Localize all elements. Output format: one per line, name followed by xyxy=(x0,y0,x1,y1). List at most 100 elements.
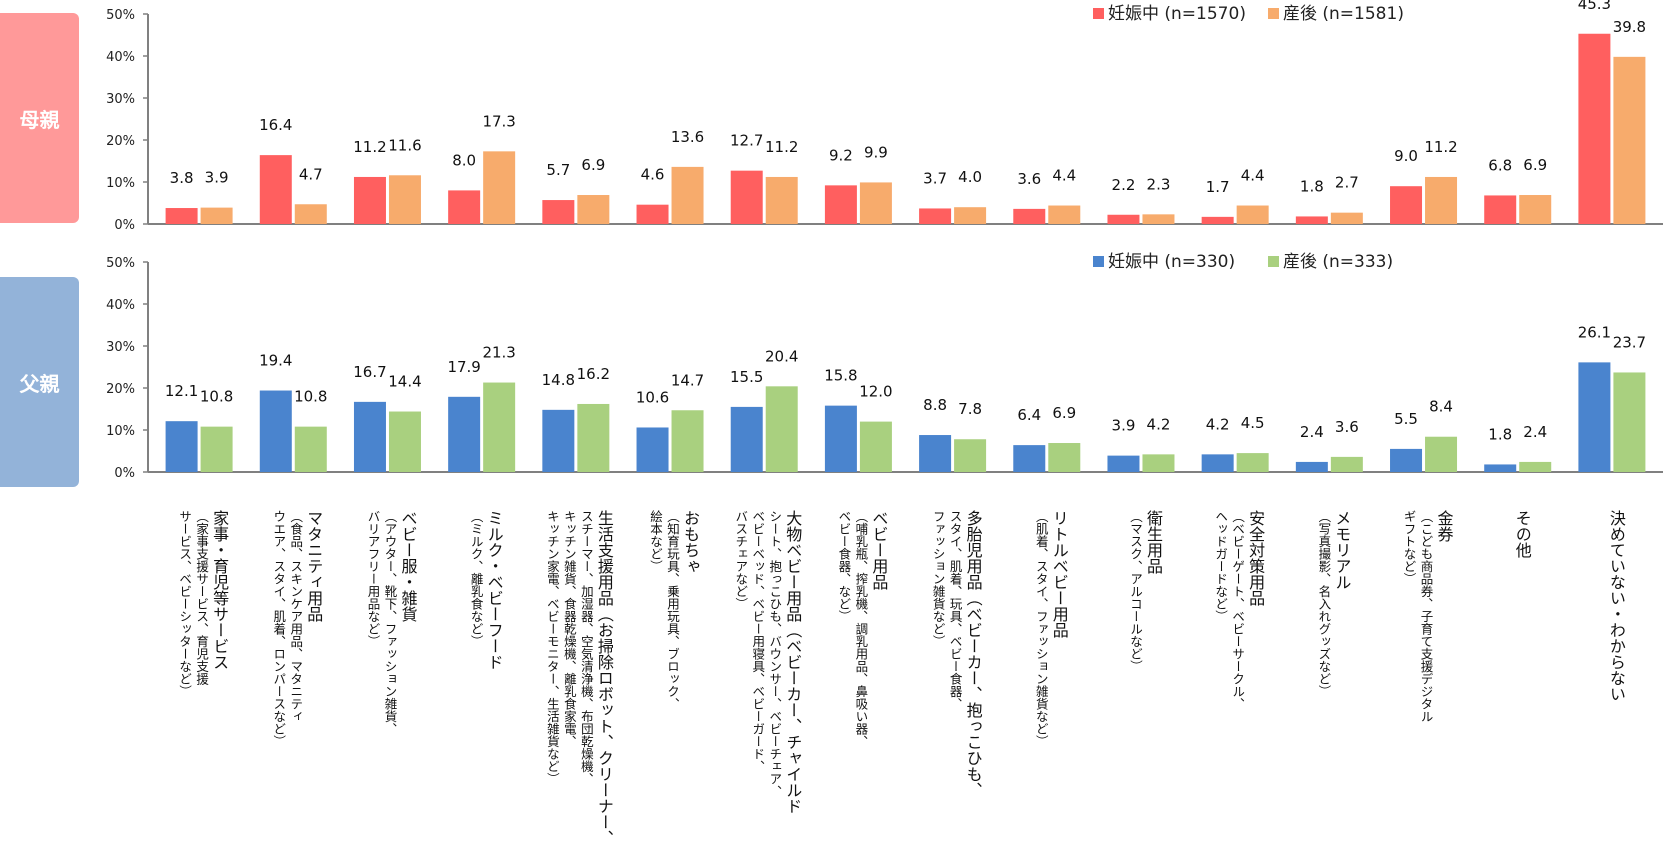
bar-group: 5.5 8.4 xyxy=(1390,398,1458,472)
data-label: 2.7 xyxy=(1335,174,1359,192)
bar xyxy=(259,155,292,224)
data-label: 3.7 xyxy=(923,169,947,187)
data-label: 16.4 xyxy=(259,116,292,134)
data-label: 4.2 xyxy=(1206,415,1230,433)
bar-group: 8.8 7.8 xyxy=(919,396,987,472)
category-label: リトルベビー用品 （肌着、スタイ、ファッション雑貨など） xyxy=(1033,510,1069,748)
data-label: 16.2 xyxy=(577,365,610,383)
bar-group: 3.8 3.9 xyxy=(165,169,233,224)
data-label: 3.6 xyxy=(1017,170,1041,188)
y-tick-label: 30% xyxy=(106,92,135,107)
category-label-main: ベビー用品 xyxy=(869,510,889,590)
bar-group: 2.2 2.3 xyxy=(1107,175,1175,224)
category-label-detail: ファッション雑貨など） xyxy=(930,510,946,648)
data-label: 12.7 xyxy=(730,132,763,150)
data-label: 4.2 xyxy=(1147,415,1171,433)
data-label: 5.7 xyxy=(546,161,570,179)
category-label: メモリアル （写真撮影、名入れグッズなど） xyxy=(1315,510,1351,698)
category-label-detail: （こども商品券、子育て支援デジタル xyxy=(1418,510,1434,723)
legend-swatch xyxy=(1268,8,1279,19)
bar xyxy=(1578,33,1611,224)
bar-group: 17.921.3 xyxy=(447,344,516,472)
category-label-detail: （知育玩具、乗用玩具、ブロック、 xyxy=(665,510,681,710)
bar xyxy=(1048,205,1081,224)
category-label-main: 安全対策用品 xyxy=(1246,510,1266,606)
bar xyxy=(1236,205,1269,224)
bar xyxy=(859,421,892,472)
data-label: 4.4 xyxy=(1241,167,1265,185)
bar xyxy=(1295,216,1328,224)
bar xyxy=(1107,455,1140,472)
bar xyxy=(636,204,669,224)
category-label: 家事・育児等サービス （家事支援サービス、育児支援 サービス、ベビーシッターなど） xyxy=(177,510,229,698)
legend-swatch xyxy=(1268,256,1279,267)
bar xyxy=(954,207,987,224)
y-tick-label: 10% xyxy=(106,424,135,439)
bar xyxy=(671,166,704,224)
category-label-detail: （家事支援サービス、育児支援 xyxy=(194,510,210,685)
bar-group: 6.8 6.9 xyxy=(1484,156,1552,224)
category-label: おもちゃ （知育玩具、乗用玩具、ブロック、 絵本など） xyxy=(648,510,700,710)
bar xyxy=(859,182,892,224)
category-label-main: ベビー服・雑貨 xyxy=(398,510,418,622)
category-label: 多胎児用品（ベビーカー、抱っこひも、 スタイ、肌着、玩具、ベビー食器、 ファッション… xyxy=(931,510,983,798)
bar-group: 16.4 4.7 xyxy=(259,116,327,224)
data-label: 10.8 xyxy=(200,388,233,406)
category-label-detail: （写真撮影、名入れグッズなど） xyxy=(1316,510,1332,698)
category-label: ベビー服・雑貨 （アウター、靴下、ファッション雑貨、 バリアフリー用品など） xyxy=(365,510,417,735)
bar xyxy=(1201,454,1234,472)
category-label-main: 金券 xyxy=(1434,510,1454,542)
data-label: 6.4 xyxy=(1017,406,1041,424)
category-label-main: マタニティ用品 xyxy=(304,510,324,622)
category-label: 大物ベビー用品（ベビーカー、チャイルド シート、抱っこひも、バウンサー、ベビーチェ… xyxy=(733,510,803,814)
data-label: 4.4 xyxy=(1052,167,1076,185)
data-label: 8.0 xyxy=(452,151,476,169)
data-label: 8.8 xyxy=(923,396,947,414)
category-label: 衛生用品 （マスク、アルコールなど） xyxy=(1127,510,1163,673)
bar xyxy=(542,409,575,472)
data-label: 11.2 xyxy=(353,138,386,156)
bar xyxy=(1013,208,1046,224)
bar-group: 5.7 6.9 xyxy=(542,156,610,224)
legend-label: 妊娠中 (n=330) xyxy=(1108,252,1235,272)
bar xyxy=(824,405,857,472)
data-label: 16.7 xyxy=(353,363,386,381)
data-label: 4.0 xyxy=(958,168,982,186)
category-label-detail: スタイ、肌着、玩具、ベビー食器、 xyxy=(947,510,963,710)
data-label: 6.9 xyxy=(581,156,605,174)
bar xyxy=(200,426,233,472)
category-label-detail: キッチン家電、ベビーモニター、生活雑貨など） xyxy=(544,510,560,785)
bar-group: 26.123.7 xyxy=(1578,323,1646,472)
bar-group: 4.6 13.6 xyxy=(636,128,704,224)
category-label-main: 大物ベビー用品（ベビーカー、チャイルド xyxy=(783,510,803,814)
bar xyxy=(1013,445,1046,472)
data-label: 3.6 xyxy=(1335,418,1359,436)
data-label: 4.5 xyxy=(1241,414,1265,432)
bar xyxy=(1330,456,1363,472)
bar xyxy=(1201,216,1234,224)
data-label: 15.8 xyxy=(824,367,857,385)
bar xyxy=(353,176,386,224)
category-label-main: ミルク・ベビーフード xyxy=(484,510,504,670)
legend-swatch xyxy=(1093,256,1104,267)
data-label: 9.0 xyxy=(1394,147,1418,165)
bar-group: 4.2 4.5 xyxy=(1201,414,1269,472)
bar xyxy=(1390,448,1423,472)
legend-label: 妊娠中 (n=1570) xyxy=(1108,4,1246,24)
data-label: 3.9 xyxy=(1112,417,1136,435)
bar xyxy=(824,185,857,224)
bar-group: 15.520.4 xyxy=(730,347,798,472)
bar xyxy=(577,403,610,472)
bar xyxy=(1236,453,1269,472)
data-label: 21.3 xyxy=(482,344,515,362)
legend-swatch xyxy=(1093,8,1104,19)
bar-group: 1.8 2.4 xyxy=(1484,423,1552,472)
bar-group: 9.2 9.9 xyxy=(824,143,892,224)
data-label: 17.3 xyxy=(482,112,515,130)
category-label-main: リトルベビー用品 xyxy=(1049,510,1069,638)
category-label-detail: バスチェアなど） xyxy=(733,510,749,610)
bar-group: 8.0 17.3 xyxy=(448,112,516,224)
bar-group: 3.9 4.2 xyxy=(1107,415,1175,472)
bar-group: 16.714.4 xyxy=(353,363,422,472)
data-label: 1.8 xyxy=(1488,425,1512,443)
